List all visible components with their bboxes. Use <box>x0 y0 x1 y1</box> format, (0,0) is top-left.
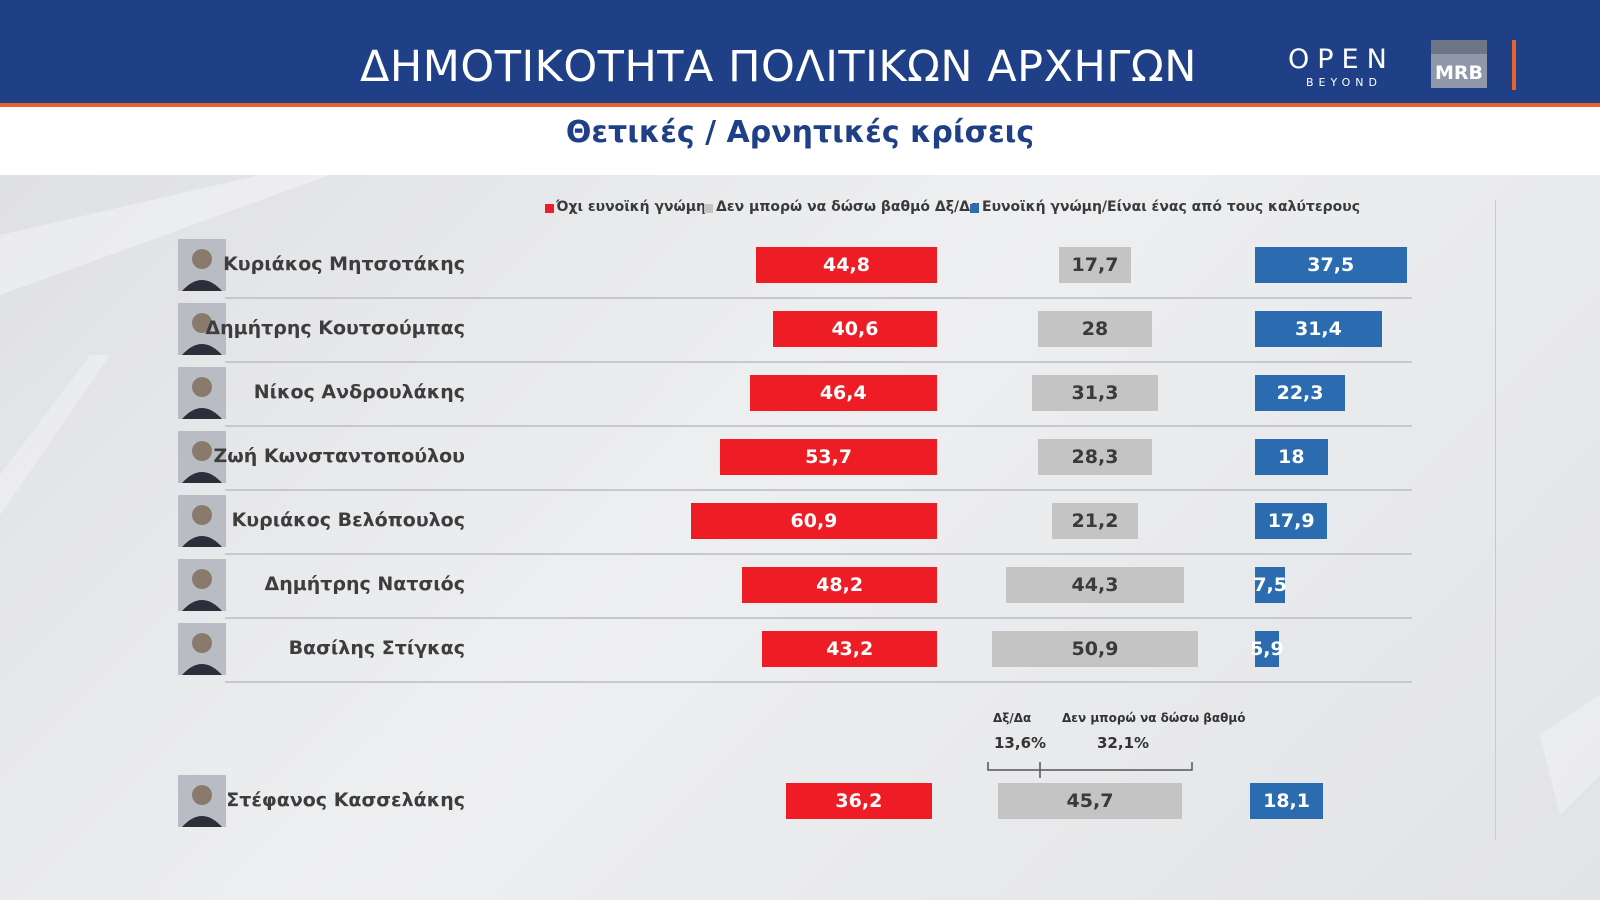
leader-name: Κυριάκος Μητσοτάκης <box>223 253 465 275</box>
chart-subtitle: Θετικές / Αρνητικές κρίσεις <box>565 115 1035 150</box>
neutral-bar: 21,2 <box>1052 503 1138 539</box>
leader-photo <box>178 495 226 547</box>
row-separator <box>225 361 1412 363</box>
logo-divider <box>1512 40 1516 90</box>
neutral-bar: 28,3 <box>1037 439 1153 475</box>
person-icon <box>178 775 226 827</box>
positive-bar: 37,5 <box>1255 247 1407 283</box>
mrb-logo: MRB <box>1431 40 1487 88</box>
person-icon <box>178 623 226 675</box>
positive-bar: 7,5 <box>1253 567 1287 603</box>
leader-name: Νίκος Ανδρουλάκης <box>253 381 465 403</box>
positive-bar: 18,1 <box>1250 783 1324 819</box>
negative-bar: 36,2 <box>785 783 932 819</box>
positive-bar: 17,9 <box>1255 503 1328 539</box>
leader-name: Ζωή Κωνσταντοπούλου <box>213 445 465 467</box>
row-separator <box>225 617 1412 619</box>
open-logo: OPEN <box>1288 44 1395 75</box>
person-icon <box>178 431 226 483</box>
positive-bar: 31,4 <box>1255 311 1382 347</box>
person-icon <box>178 303 226 355</box>
leader-photo <box>178 775 226 827</box>
header-bar <box>0 0 1600 103</box>
leader-name: Δημήτρης Κουτσούμπας <box>205 317 465 339</box>
person-icon <box>178 559 226 611</box>
positive-bar: 5,9 <box>1250 631 1284 667</box>
leader-name: Κυριάκος Βελόπουλος <box>231 509 465 531</box>
legend-label: Όχι ευνοϊκή γνώμη <box>556 199 706 215</box>
annotation-bracket <box>987 762 1193 778</box>
row-separator <box>225 553 1412 555</box>
row-separator <box>225 425 1412 427</box>
neutral-bar: 17,7 <box>1059 247 1131 283</box>
background-strokes <box>0 175 1600 815</box>
page-title: ΔΗΜΟΤΙΚΟΤΗΤΑ ΠΟΛΙΤΙΚΩΝ ΑΡΧΗΓΩΝ <box>360 42 1197 92</box>
row-separator <box>225 681 1412 683</box>
legend-swatch <box>970 204 979 213</box>
neutral-bar: 50,9 <box>992 631 1198 667</box>
leader-photo <box>178 303 226 355</box>
open-logo-beyond: BEYOND <box>1306 76 1382 89</box>
neutral-bar: 28 <box>1038 311 1152 347</box>
positive-bar: 18 <box>1255 439 1328 475</box>
negative-bar: 60,9 <box>690 503 937 539</box>
person-icon <box>178 367 226 419</box>
legend-label: Δεν μπορώ να δώσω βαθμό Δξ/Δα <box>716 199 980 215</box>
negative-bar: 40,6 <box>772 311 937 347</box>
header-accent-line <box>0 103 1600 107</box>
neutral-bar: 31,3 <box>1031 375 1159 411</box>
legend-swatch <box>545 204 554 213</box>
person-icon <box>178 239 226 291</box>
legend-swatch <box>704 204 713 213</box>
leader-photo <box>178 559 226 611</box>
leader-name: Δημήτρης Νατσιός <box>264 573 465 595</box>
subtitle-band <box>0 107 1600 175</box>
mrb-logo-band <box>1431 40 1487 54</box>
neutral-bar: 45,7 <box>997 783 1183 819</box>
leader-name: Στέφανος Κασσελάκης <box>226 789 465 811</box>
mrb-logo-text: MRB <box>1434 62 1484 84</box>
leader-photo <box>178 239 226 291</box>
negative-bar: 46,4 <box>749 375 937 411</box>
annotation-value-a: 13,6% <box>994 734 1047 752</box>
negative-bar: 43,2 <box>762 631 937 667</box>
row-separator <box>225 297 1412 299</box>
leader-photo <box>178 367 226 419</box>
right-divider <box>1495 200 1496 840</box>
leader-photo <box>178 431 226 483</box>
annotation-label-b: Δεν μπορώ να δώσω βαθμό <box>1062 711 1246 725</box>
neutral-bar: 44,3 <box>1005 567 1185 603</box>
legend-label: Ευνοϊκή γνώμη/Είναι ένας από τους καλύτε… <box>982 199 1361 215</box>
annotation-value-b: 32,1% <box>1097 734 1150 752</box>
person-icon <box>178 495 226 547</box>
leader-photo <box>178 623 226 675</box>
leader-name: Βασίλης Στίγκας <box>288 637 465 659</box>
annotation-label-a: Δξ/Δα <box>993 711 1032 725</box>
positive-bar: 22,3 <box>1255 375 1346 411</box>
negative-bar: 53,7 <box>720 439 937 475</box>
row-separator <box>225 489 1412 491</box>
negative-bar: 44,8 <box>756 247 937 283</box>
negative-bar: 48,2 <box>742 567 937 603</box>
